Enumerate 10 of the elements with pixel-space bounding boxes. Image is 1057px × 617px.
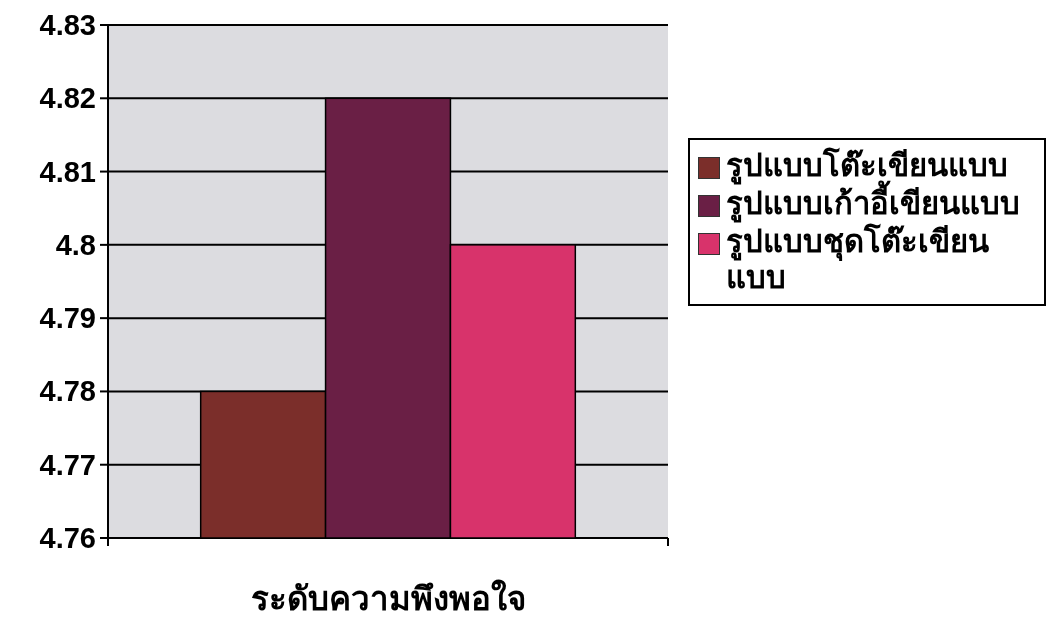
y-tick-label: 4.77 bbox=[39, 448, 96, 481]
y-tick-label: 4.76 bbox=[39, 522, 96, 554]
legend-label: รูปแบบชุดโต๊ะเขียนแบบ bbox=[726, 224, 990, 296]
y-tick-label: 4.79 bbox=[39, 302, 96, 335]
x-axis-title: ระดับความพึงพอใจ bbox=[250, 579, 526, 617]
y-tick-label: 4.81 bbox=[39, 155, 96, 188]
y-tick-label: 4.83 bbox=[39, 9, 96, 41]
y-tick-label: 4.8 bbox=[55, 228, 96, 261]
y-tick-label: 4.78 bbox=[39, 375, 96, 408]
y-tick-label: 4.82 bbox=[39, 82, 96, 115]
